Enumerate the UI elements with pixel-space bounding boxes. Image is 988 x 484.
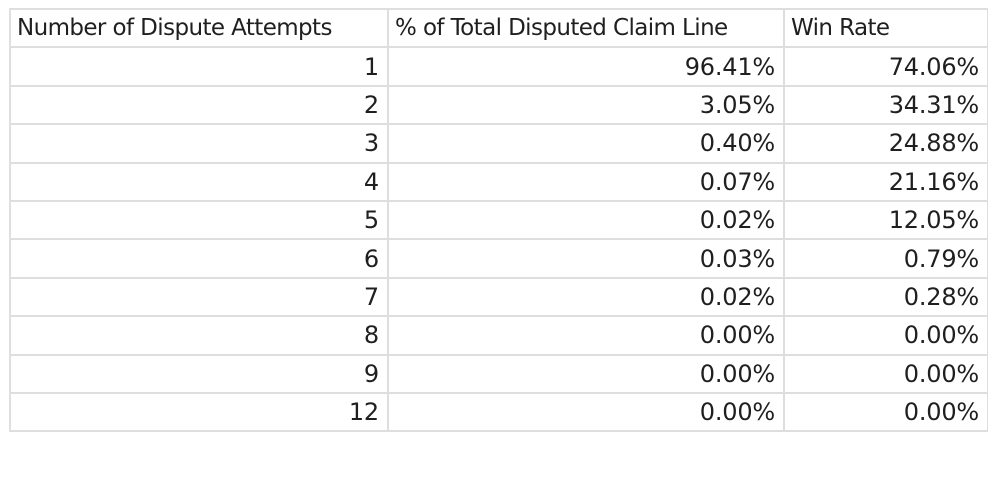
cell-win-rate: 0.00% bbox=[783, 353, 988, 394]
cell-win-rate: 0.00% bbox=[783, 391, 988, 433]
cell-win-rate: 0.28% bbox=[783, 276, 988, 318]
cell-percent-total: 0.00% bbox=[387, 315, 785, 356]
cell-dispute-attempts: 6 bbox=[9, 238, 389, 279]
table-row: 1 96.41% 74.06% bbox=[9, 46, 988, 87]
cell-win-rate: 0.00% bbox=[783, 315, 988, 356]
cell-dispute-attempts: 12 bbox=[9, 391, 389, 433]
table-row: 8 0.00% 0.00% bbox=[9, 315, 988, 356]
cell-dispute-attempts: 1 bbox=[9, 46, 389, 87]
column-header-percent-total: % of Total Disputed Claim Line bbox=[387, 7, 785, 49]
cell-win-rate: 74.06% bbox=[783, 46, 988, 87]
cell-win-rate: 24.88% bbox=[783, 123, 988, 164]
table-row: 5 0.02% 12.05% bbox=[9, 199, 988, 241]
cell-percent-total: 0.40% bbox=[387, 123, 785, 164]
cell-dispute-attempts: 4 bbox=[9, 161, 389, 202]
table-row: 2 3.05% 34.31% bbox=[9, 84, 988, 126]
table-row: 9 0.00% 0.00% bbox=[9, 353, 988, 394]
cell-percent-total: 0.03% bbox=[387, 238, 785, 279]
table-row: 12 0.00% 0.00% bbox=[9, 391, 988, 433]
cell-percent-total: 0.00% bbox=[387, 391, 785, 433]
table-row: 4 0.07% 21.16% bbox=[9, 161, 988, 202]
table-row: 7 0.02% 0.28% bbox=[9, 276, 988, 318]
cell-percent-total: 0.00% bbox=[387, 353, 785, 394]
cell-dispute-attempts: 3 bbox=[9, 123, 389, 164]
cell-dispute-attempts: 7 bbox=[9, 276, 389, 318]
cell-percent-total: 0.07% bbox=[387, 161, 785, 202]
column-header-dispute-attempts: Number of Dispute Attempts bbox=[9, 7, 389, 49]
cell-percent-total: 0.02% bbox=[387, 276, 785, 318]
cell-win-rate: 12.05% bbox=[783, 199, 988, 241]
cell-win-rate: 21.16% bbox=[783, 161, 988, 202]
data-table: Number of Dispute Attempts % of Total Di… bbox=[9, 7, 988, 433]
cell-percent-total: 0.02% bbox=[387, 199, 785, 241]
cell-dispute-attempts: 8 bbox=[9, 315, 389, 356]
cell-percent-total: 3.05% bbox=[387, 84, 785, 126]
cell-dispute-attempts: 5 bbox=[9, 199, 389, 241]
table-row: 6 0.03% 0.79% bbox=[9, 238, 988, 279]
cell-win-rate: 34.31% bbox=[783, 84, 988, 126]
cell-dispute-attempts: 9 bbox=[9, 353, 389, 394]
column-header-win-rate: Win Rate bbox=[783, 7, 988, 49]
cell-percent-total: 96.41% bbox=[387, 46, 785, 87]
header-row: Number of Dispute Attempts % of Total Di… bbox=[9, 7, 988, 49]
cell-dispute-attempts: 2 bbox=[9, 84, 389, 126]
cell-win-rate: 0.79% bbox=[783, 238, 988, 279]
table-container: Number of Dispute Attempts % of Total Di… bbox=[9, 7, 988, 433]
table-row: 3 0.40% 24.88% bbox=[9, 123, 988, 164]
